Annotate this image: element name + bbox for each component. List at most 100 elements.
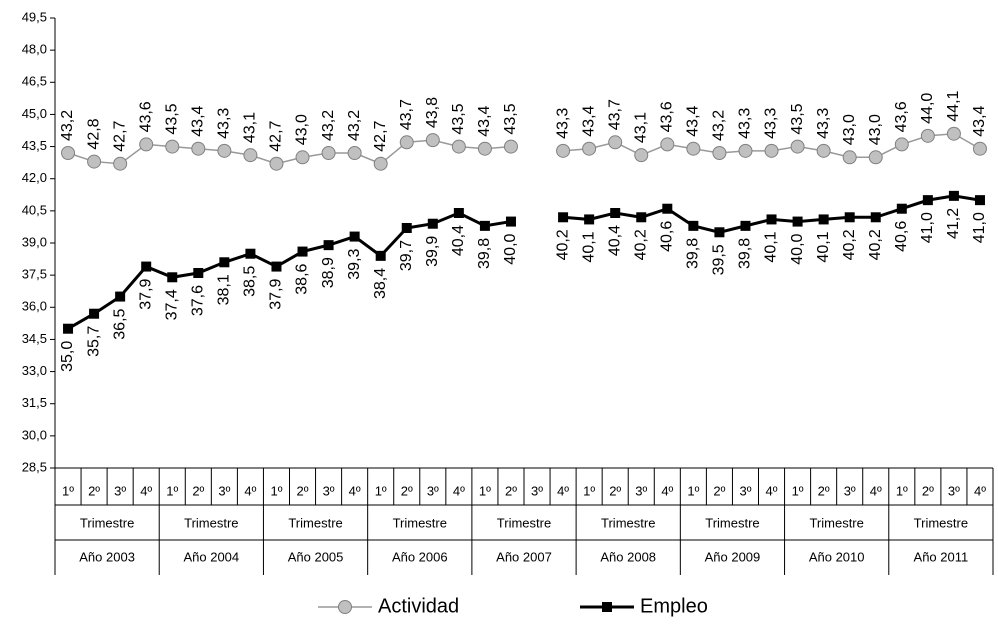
data-point [818,214,829,225]
y-tick-label: 43,5 [22,138,47,153]
x-group-label: Año 2008 [600,549,656,564]
data-label: 40,1 [763,231,780,262]
x-tick-label: 1º [687,483,699,498]
x-tick-label: 3º [844,483,856,498]
data-point [946,126,961,141]
x-tick-label: 3º [635,483,647,498]
data-label: 43,6 [659,101,676,132]
data-point [217,143,232,158]
data-point [115,291,126,302]
data-label: 36,5 [111,308,128,339]
x-group-label: Año 2003 [79,549,135,564]
data-label: 44,1 [945,90,962,121]
data-point [451,139,466,154]
data-label: 42,7 [268,120,285,151]
data-point [321,146,336,160]
data-label: 43,7 [606,99,623,130]
data-point [894,137,909,152]
x-tick-label: 1º [62,483,74,498]
x-group-sublabel: Trimestre [184,515,238,530]
data-label: 41,0 [971,212,988,243]
data-label: 38,1 [216,274,233,305]
data-point [63,323,74,334]
x-group-label: Año 2009 [705,549,761,564]
data-point [792,216,803,227]
data-point [636,212,647,223]
data-label: 41,2 [945,208,962,239]
data-label: 43,5 [163,103,180,134]
data-point [479,220,490,231]
x-tick-label: 2º [88,483,100,498]
data-point [139,137,154,152]
data-label: 37,6 [190,285,207,316]
x-group-label: Año 2006 [392,549,448,564]
y-tick-label: 30,0 [22,427,47,442]
x-group-label: Año 2007 [496,549,552,564]
data-point [193,268,204,278]
data-point [165,139,180,154]
data-label: 39,3 [346,248,363,279]
data-point [816,143,831,158]
y-tick-label: 42,0 [22,170,47,185]
data-label: 43,3 [815,108,832,139]
data-point [634,148,649,163]
data-label: 43,4 [476,105,493,136]
data-point [972,141,987,156]
data-label: 43,3 [216,108,233,139]
data-label: 43,2 [711,110,728,141]
data-label: 40,4 [606,225,623,256]
x-tick-label: 3º [218,483,230,498]
data-point [948,190,959,201]
data-label: 43,7 [398,99,415,130]
data-point [740,220,751,231]
data-point [868,150,883,165]
x-group-sublabel: Trimestre [914,515,968,530]
data-label: 42,7 [372,120,389,151]
x-tick-label: 2º [818,483,830,498]
data-point [269,156,284,171]
data-point [141,261,152,272]
x-tick-label: 4º [766,483,778,498]
data-point [766,214,777,225]
x-tick-label: 3º [114,483,126,498]
data-point [323,240,334,251]
data-label: 40,2 [867,229,884,260]
x-tick-label: 3º [531,483,543,498]
data-point [219,257,230,268]
data-label: 40,1 [815,231,832,262]
data-label: 43,1 [242,112,259,143]
y-tick-label: 40,5 [22,202,47,217]
data-label: 43,1 [632,112,649,143]
data-point [89,308,100,319]
data-point [297,246,308,257]
data-label: 40,6 [893,221,910,252]
data-label: 43,3 [554,108,571,139]
data-point [401,223,412,233]
data-label: 39,8 [476,238,493,269]
x-group-label: Año 2005 [288,549,344,564]
x-tick-label: 2º [609,483,621,498]
x-tick-label: 4º [140,483,152,498]
data-point [714,227,725,238]
data-label: 37,9 [268,278,285,309]
x-group-sublabel: Trimestre [80,515,134,530]
data-point [347,146,362,160]
data-point [271,261,282,272]
x-tick-label: 3º [323,483,335,498]
data-label: 43,6 [893,101,910,132]
y-tick-label: 49,5 [22,9,47,24]
data-label: 43,0 [841,114,858,145]
x-group-sublabel: Trimestre [705,515,759,530]
data-label: 40,0 [789,233,806,264]
data-point [922,195,933,206]
data-point [790,139,805,154]
x-tick-label: 1º [270,483,282,498]
y-tick-label: 36,0 [22,299,47,314]
x-tick-label: 1º [479,483,491,498]
data-point [870,212,881,223]
data-point [556,143,571,158]
data-label: 40,4 [450,225,467,256]
data-point [584,214,595,225]
data-label: 43,2 [346,110,363,141]
data-point [295,150,310,165]
